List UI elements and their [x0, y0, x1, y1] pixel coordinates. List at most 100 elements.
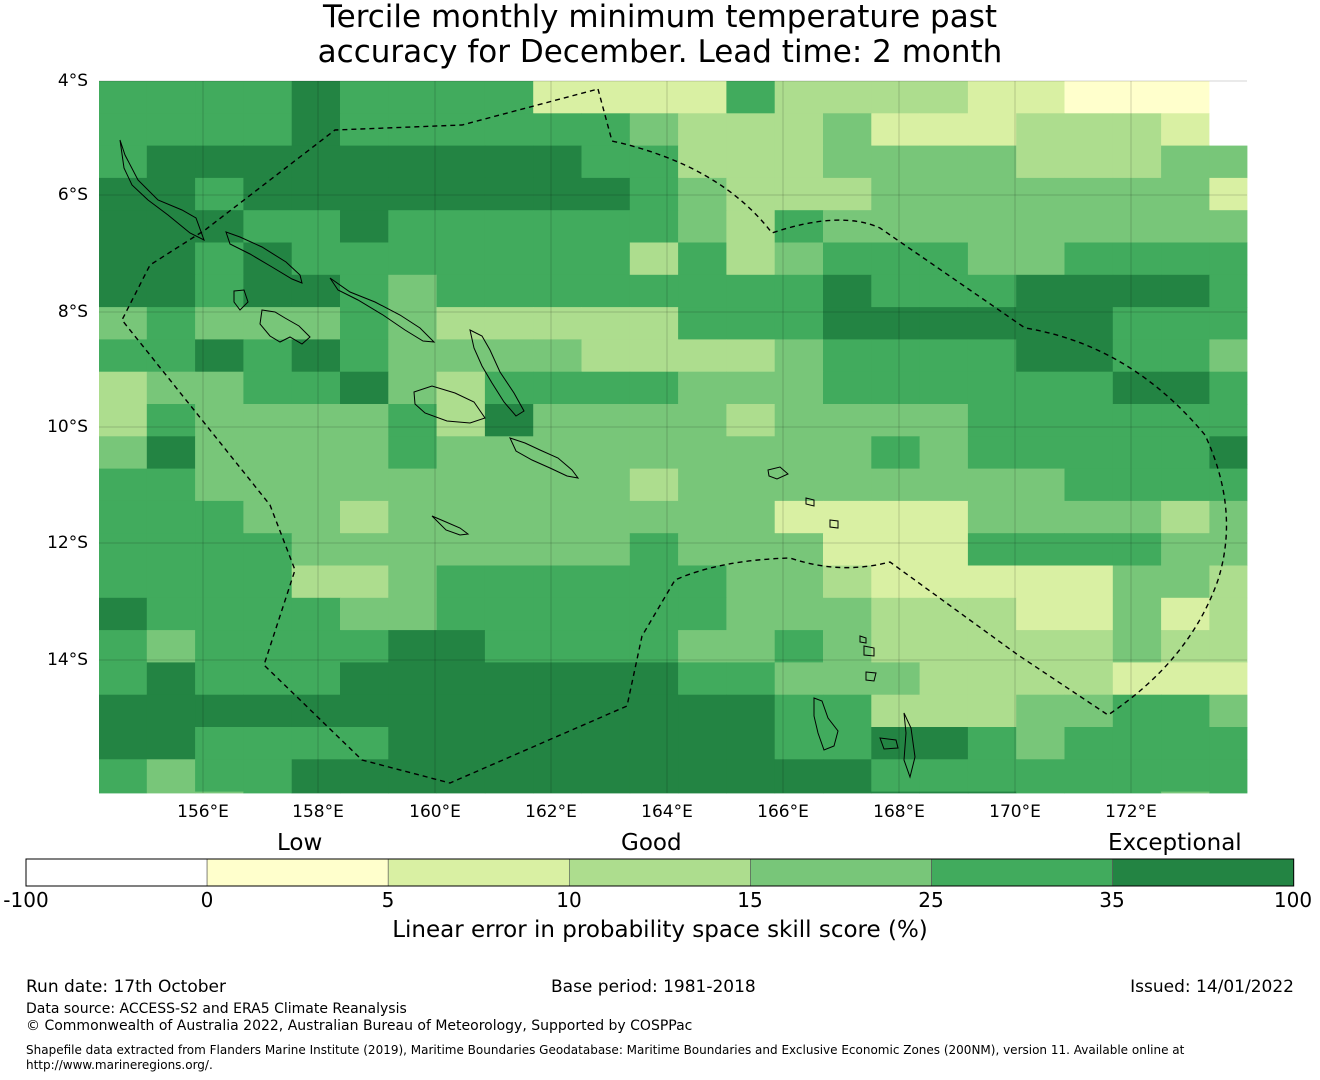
skill-cell	[581, 177, 631, 211]
skill-cell	[291, 630, 341, 663]
skill-cell	[388, 274, 437, 308]
skill-cell	[146, 791, 196, 794]
skill-cell	[1209, 113, 1248, 146]
coastline-santa-isabel	[329, 277, 436, 343]
lon-label-168e: 168°E	[873, 802, 925, 822]
skill-cell	[1209, 436, 1248, 469]
skill-cell	[967, 565, 1017, 599]
skill-cell	[340, 727, 389, 760]
skill-cell	[726, 662, 776, 696]
skill-cell	[1112, 436, 1162, 469]
skill-cell	[1161, 694, 1210, 728]
coastline-efate	[865, 671, 877, 682]
coastline-choiseul	[225, 231, 303, 284]
skill-cell	[967, 727, 1017, 760]
skill-cell	[1161, 113, 1210, 146]
skill-cell	[291, 500, 341, 534]
skill-cell	[146, 630, 196, 663]
skill-cell	[340, 113, 389, 146]
skill-cell	[388, 630, 437, 663]
skill-cell	[484, 145, 534, 179]
skill-cell	[871, 500, 920, 534]
skill-cell	[436, 339, 486, 373]
skill-cell	[823, 436, 872, 469]
legend-category-exceptional: Exceptional	[1108, 830, 1242, 856]
skill-cell	[1161, 500, 1210, 534]
skill-map	[99, 80, 1248, 794]
skill-cell	[871, 274, 920, 308]
colorbar-title: Linear error in probability space skill …	[392, 917, 928, 943]
skill-cell	[919, 694, 969, 728]
skill-cell	[195, 210, 244, 243]
skill-cell	[581, 694, 631, 728]
skill-cell	[1161, 759, 1210, 792]
skill-cell	[823, 339, 872, 373]
skill-cell	[340, 81, 389, 114]
skill-cell	[99, 274, 148, 308]
skill-cell	[291, 662, 341, 696]
skill-cell	[1161, 533, 1210, 566]
lon-label-156e: 156°E	[177, 802, 229, 822]
skill-cell	[1064, 113, 1114, 146]
skill-cell	[1064, 274, 1114, 308]
skill-cell	[388, 371, 437, 405]
skill-cell	[388, 404, 437, 437]
skill-cell	[533, 662, 582, 696]
skill-cell	[340, 371, 389, 405]
skill-cell	[823, 307, 872, 340]
eez-boundary-solomon-islands	[121, 88, 1228, 784]
skill-cell	[1016, 533, 1065, 566]
skill-cell	[919, 565, 969, 599]
skill-cell	[1112, 339, 1162, 373]
skill-cell	[1209, 565, 1248, 599]
colorbar-tick-label: 15	[737, 888, 763, 912]
skill-cell	[967, 436, 1017, 469]
skill-cell	[388, 727, 437, 760]
skill-cell	[291, 177, 341, 211]
title-line-1: Tercile monthly minimum temperature past	[322, 0, 998, 35]
skill-cell	[340, 404, 389, 437]
skill-cell	[195, 759, 244, 792]
skill-cell	[629, 242, 679, 276]
skill-cell	[99, 307, 148, 340]
skill-cell	[629, 210, 679, 243]
base-period: Base period: 1981-2018	[551, 977, 756, 997]
skill-cell	[919, 500, 969, 534]
skill-cell	[678, 500, 727, 534]
skill-cell	[291, 404, 341, 437]
skill-cell	[726, 371, 776, 405]
coastline-pentecost	[903, 712, 916, 779]
skill-cell	[1016, 371, 1065, 405]
skill-cell	[291, 242, 341, 276]
skill-cell	[195, 791, 244, 794]
skill-cell	[774, 597, 824, 631]
skill-cell	[195, 694, 244, 728]
skill-cell	[146, 500, 196, 534]
skill-cell	[967, 694, 1017, 728]
skill-cell	[388, 210, 437, 243]
skill-cell	[484, 662, 534, 696]
skill-cell	[243, 339, 293, 373]
skill-cell	[967, 177, 1017, 211]
skill-cell	[678, 759, 727, 792]
skill-cell	[678, 274, 727, 308]
skill-cell	[581, 630, 631, 663]
skill-cell	[581, 759, 631, 792]
lon-label-166e: 166°E	[757, 802, 809, 822]
skill-cell	[919, 177, 969, 211]
skill-cell	[678, 404, 727, 437]
skill-cell	[533, 274, 582, 308]
skill-cell	[533, 694, 582, 728]
skill-cell	[1209, 468, 1248, 502]
skill-cell	[919, 307, 969, 340]
skill-cell	[871, 759, 920, 792]
skill-cell	[99, 210, 148, 243]
skill-cell	[340, 791, 389, 794]
skill-cell	[1161, 339, 1210, 373]
skill-cell	[774, 274, 824, 308]
skill-cell	[1209, 81, 1248, 114]
skill-cell	[774, 694, 824, 728]
skill-cell	[1112, 145, 1162, 179]
skill-cell	[774, 307, 824, 340]
skill-cell	[436, 759, 486, 792]
